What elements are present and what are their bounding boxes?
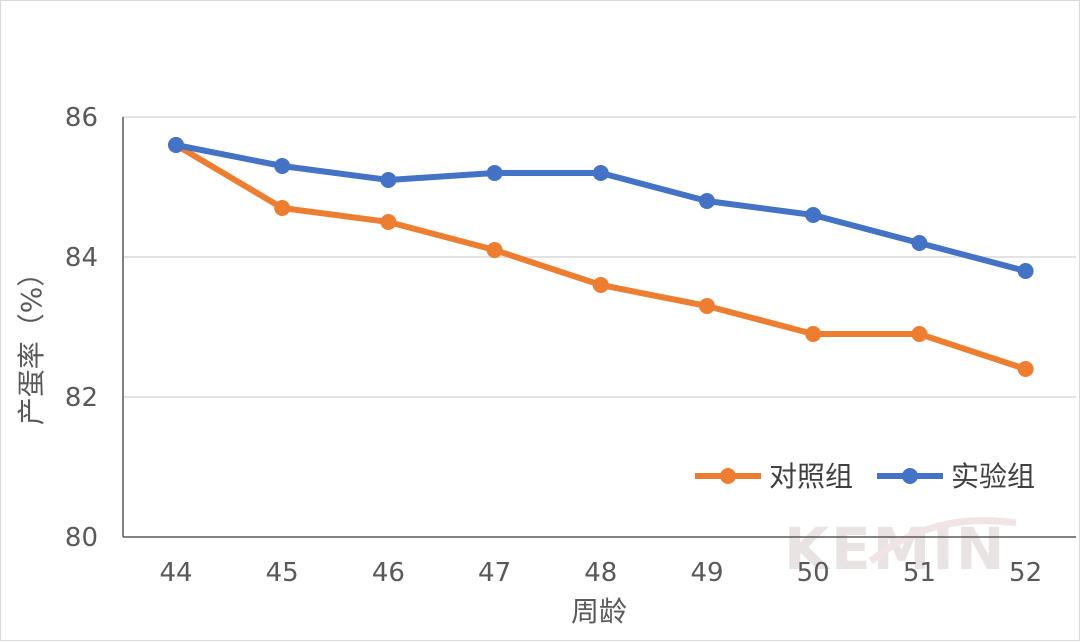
watermark-text: KEMIN (784, 515, 1006, 583)
data-point (1017, 263, 1034, 279)
data-point (486, 165, 503, 181)
data-point (274, 158, 291, 174)
x-tick-label: 50 (797, 558, 830, 588)
data-point (168, 137, 184, 153)
data-point (911, 235, 928, 251)
x-tick-label: 52 (1009, 558, 1042, 588)
x-axis-title: 周龄 (571, 595, 627, 628)
gridlines (123, 116, 1076, 398)
legend-marker (902, 468, 918, 484)
data-point (699, 193, 715, 209)
data-point (805, 207, 822, 223)
data-point (486, 242, 503, 258)
x-tick-label: 49 (690, 558, 723, 588)
data-point (699, 298, 715, 314)
legend: 对照组 实验组 (695, 460, 1035, 493)
data-point (911, 326, 928, 342)
data-point (592, 277, 609, 293)
data-point (274, 200, 291, 216)
axes (122, 117, 1076, 538)
legend-label: 实验组 (951, 460, 1035, 493)
x-tick-labels: 44 45 46 47 48 49 50 51 52 (159, 558, 1042, 588)
y-tick-labels: 80 82 84 86 (65, 103, 98, 553)
x-tick-label: 47 (478, 558, 511, 588)
x-tick-label: 48 (584, 558, 617, 588)
legend-label: 对照组 (769, 460, 853, 493)
x-tick-label: 51 (903, 558, 936, 588)
x-tick-label: 44 (159, 558, 192, 588)
y-tick-label: 80 (65, 523, 98, 553)
y-tick-label: 84 (65, 243, 98, 273)
series-2 (168, 137, 1034, 279)
y-tick-label: 86 (65, 103, 98, 133)
x-tick-label: 46 (372, 558, 405, 588)
data-point (1017, 361, 1034, 377)
data-point (805, 326, 822, 342)
watermark-swoosh (868, 517, 1017, 564)
y-tick-label: 82 (65, 383, 98, 413)
data-point (592, 165, 609, 181)
x-tick-label: 45 (266, 558, 299, 588)
data-point (380, 214, 397, 230)
legend-item: 对照组 (695, 460, 853, 493)
data-point (380, 172, 397, 188)
kemin-watermark-logo: KEMIN (784, 515, 1017, 583)
legend-item: 实验组 (877, 460, 1035, 493)
legend-marker (720, 468, 736, 484)
series-lines (168, 137, 1034, 377)
y-axis-title: 产蛋率（%） (15, 259, 48, 426)
